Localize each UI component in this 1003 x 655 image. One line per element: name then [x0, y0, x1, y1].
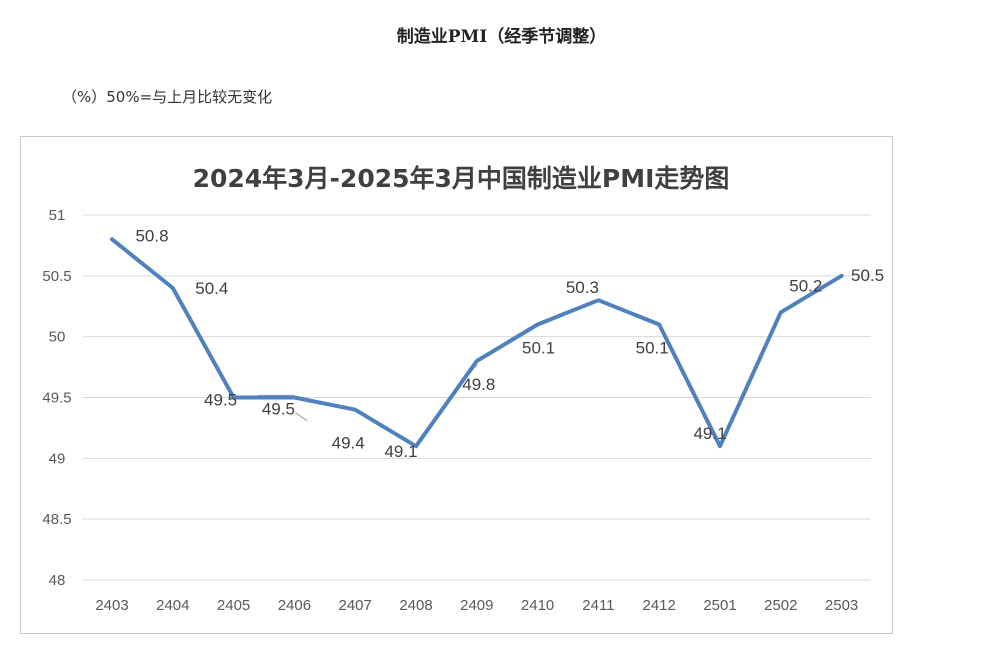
x-tick-label: 2412 [643, 597, 676, 614]
chart-title: 2024年3月-2025年3月中国制造业PMI走势图 [193, 164, 730, 193]
x-tick-label: 2502 [764, 597, 797, 614]
x-tick-label: 2501 [703, 597, 736, 614]
data-label: 49.8 [462, 375, 495, 394]
unit-note: （%）50%=与上月比较无变化 [62, 88, 273, 106]
x-tick-label: 2408 [399, 597, 432, 614]
data-label: 50.3 [566, 278, 599, 297]
x-tick-label: 2403 [95, 597, 128, 614]
x-axis-ticks: 2403 2404 2405 2406 2407 2408 2409 2410 2411 2412… [95, 597, 858, 614]
series-line [110, 237, 844, 449]
pmi-line-chart: 2024年3月-2025年3月中国制造业PMI走势图 4848.54949.55… [42, 164, 884, 614]
chart-frame: 2024年3月-2025年3月中国制造业PMI走势图 48 48.5 49 49.5 5… [20, 136, 893, 634]
data-label: 49.5 [204, 391, 237, 410]
x-tick-label: 2406 [278, 597, 311, 614]
x-tick-label: 2503 [825, 597, 858, 614]
data-label: 49.4 [332, 434, 365, 453]
data-label: 50.5 [851, 266, 884, 285]
leader-line [294, 412, 308, 422]
page-title: 制造业PMI（经季节调整） [396, 27, 607, 47]
y-tick-label: 49 [49, 450, 66, 467]
x-tick-label: 2404 [156, 597, 189, 614]
data-label: 49.1 [384, 442, 417, 461]
data-label: 50.2 [789, 276, 822, 295]
y-tick-label: 50.5 [42, 268, 71, 285]
grid-layer [83, 214, 871, 581]
data-label: 50.8 [135, 226, 168, 245]
data-label: 50.4 [195, 279, 228, 298]
data-label: 49.5 [262, 400, 295, 419]
data-labels: 50.8 50.4 49.5 49.5 49.4 49.1 49.8 50.1 50.3 50.1… [135, 226, 884, 461]
y-tick-label: 48 [49, 572, 66, 589]
x-tick-label: 2410 [521, 597, 554, 614]
y-tick-label: 50 [49, 329, 66, 346]
y-axis-ticks: 48 48.5 49 49.5 50 50.5 51 [42, 207, 71, 589]
x-tick-label: 2405 [217, 597, 250, 614]
series-line-layer [110, 237, 844, 449]
data-label: 50.1 [522, 339, 555, 358]
data-label: 50.1 [636, 339, 669, 358]
data-label: 49.1 [693, 424, 726, 443]
y-tick-label: 49.5 [42, 390, 71, 407]
y-tick-label: 48.5 [42, 511, 71, 528]
y-tick-label: 51 [49, 207, 66, 224]
x-tick-label: 2409 [460, 597, 493, 614]
x-tick-label: 2411 [582, 597, 614, 614]
x-tick-label: 2407 [339, 597, 372, 614]
